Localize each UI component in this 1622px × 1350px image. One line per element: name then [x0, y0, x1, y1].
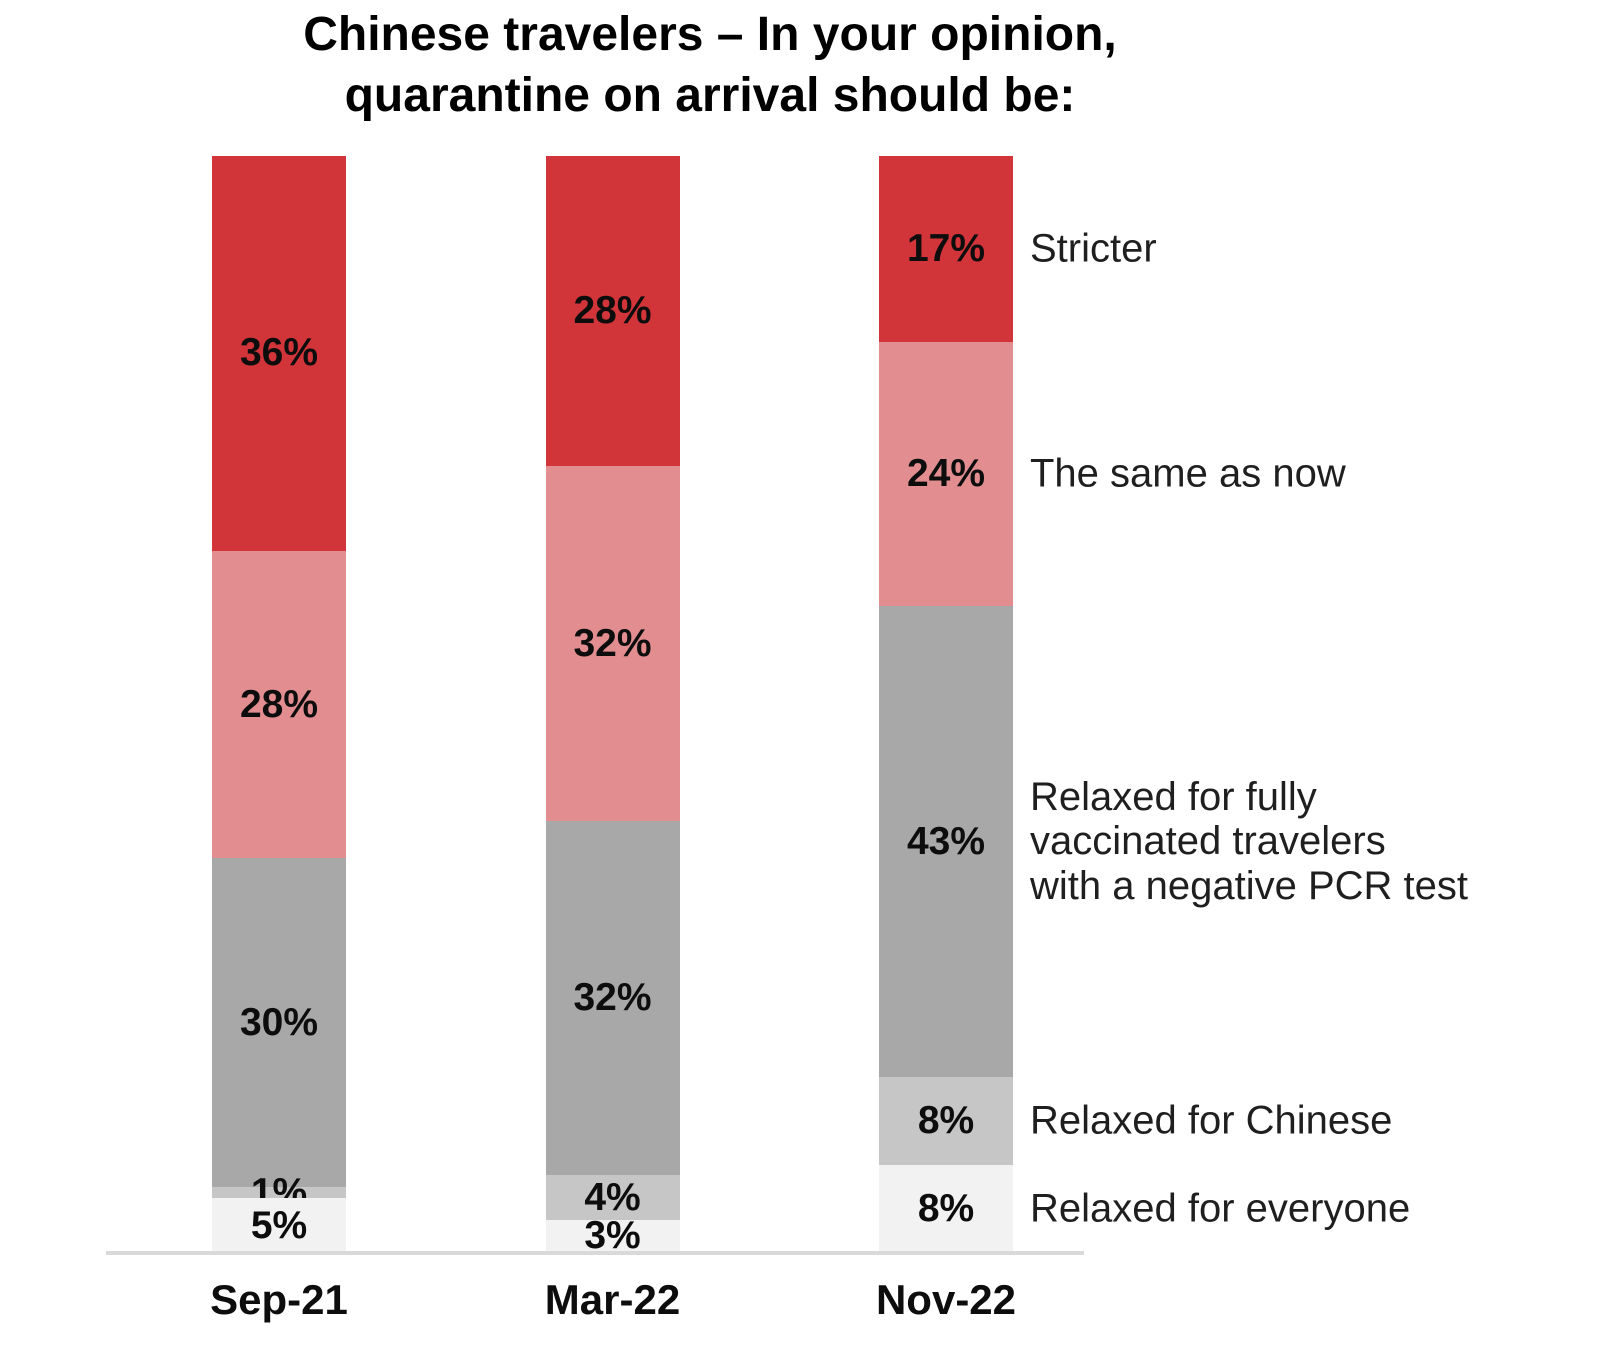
bar-segment: [879, 1165, 1013, 1253]
bar-segment: [545, 820, 680, 1176]
bar-segment: [545, 1219, 680, 1253]
x-axis-label: Nov-22: [875, 1276, 1017, 1323]
bar-segment: [545, 466, 680, 821]
x-axis-line: [106, 1251, 1084, 1255]
bar-segment: [212, 550, 346, 859]
chart-title: Chinese travelers – In your opinion, qua…: [303, 8, 1117, 123]
bar-value-label: 36%: [239, 331, 319, 375]
bar-segment: [212, 156, 346, 551]
bar-value-label: 24%: [906, 452, 986, 496]
bar-value-label: 32%: [573, 621, 652, 665]
x-axis-label: Mar-22: [544, 1276, 681, 1323]
series-label: Relaxed for everyone: [1030, 1186, 1411, 1231]
bar-segment: [212, 1187, 346, 1199]
bar-value-label: 30%: [239, 1000, 319, 1044]
bar-value-label: 28%: [239, 682, 319, 726]
bar-segment: [879, 605, 1013, 1078]
bar-value-label: 32%: [573, 976, 652, 1020]
series-label: The same as now: [1030, 451, 1346, 496]
bar-value-label: 4%: [584, 1175, 641, 1219]
series-label: Relaxed for fully vaccinated travelers w…: [1030, 774, 1468, 909]
bar-segment: [212, 858, 346, 1188]
bar-value-label: 43%: [906, 819, 986, 863]
bar-segment: [879, 156, 1013, 343]
bar-value-label: 8%: [917, 1099, 975, 1143]
series-label: Stricter: [1030, 226, 1157, 271]
bar-segment: [545, 156, 680, 467]
bar-value-label: 5%: [250, 1203, 308, 1247]
series-label: Relaxed for Chinese: [1030, 1098, 1393, 1143]
bar-segment: [212, 1198, 346, 1253]
bar-segment: [879, 342, 1013, 606]
bar-value-label: 28%: [573, 289, 652, 333]
bar-segment: [879, 1077, 1013, 1166]
bar-value-label: 3%: [584, 1214, 641, 1258]
x-axis-label: Sep-21: [210, 1276, 348, 1323]
bar-value-label: 8%: [917, 1187, 975, 1231]
bar-segment: [545, 1175, 680, 1220]
bar-value-label: 17%: [906, 227, 986, 271]
